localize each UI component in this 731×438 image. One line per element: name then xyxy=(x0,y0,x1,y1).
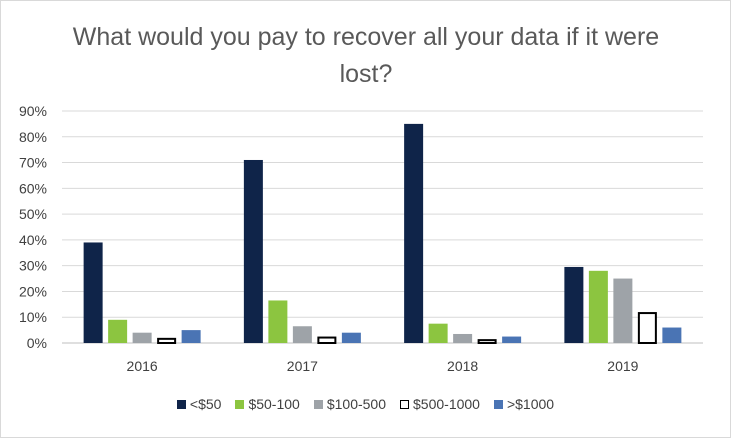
y-axis: 0% 10% 20% 30% 40% 50% 60% 70% 80% 90% xyxy=(19,103,47,351)
chart-title: What would you pay to recover all your d… xyxy=(72,23,660,88)
legend-label: <$50 xyxy=(189,396,222,412)
y-tick-label: 30% xyxy=(19,258,47,274)
y-tick-label: 60% xyxy=(19,180,47,196)
bar-2017-series-2 xyxy=(268,300,288,343)
y-tick-label: 40% xyxy=(19,232,47,248)
bar-2016-series-2 xyxy=(108,319,128,343)
bar-2017-series-3 xyxy=(292,326,312,343)
bar-2016-series-1 xyxy=(83,242,103,343)
bar-2018-series-5 xyxy=(502,336,522,343)
legend-swatch xyxy=(176,399,186,409)
legend-item: $100-500 xyxy=(313,396,387,412)
y-tick-label: 0% xyxy=(27,335,47,351)
legend-item: $50-100 xyxy=(235,396,300,412)
bar-2016-series-3 xyxy=(132,332,152,343)
bar-2019-series-5 xyxy=(662,327,682,343)
y-tick-label: 10% xyxy=(19,309,47,325)
legend-label: $100-500 xyxy=(326,396,387,412)
bar-2018-series-2 xyxy=(428,323,448,343)
x-axis: 2016 2017 2018 2019 xyxy=(127,358,639,374)
bar-2018-series-3 xyxy=(453,333,473,343)
y-tick-label: 70% xyxy=(19,155,47,171)
x-tick-label: 2017 xyxy=(287,358,318,374)
legend-label: >$1000 xyxy=(506,396,555,412)
legend-swatch xyxy=(400,399,410,409)
y-tick-label: 20% xyxy=(19,283,47,299)
x-tick-label: 2016 xyxy=(127,358,158,374)
legend-swatch xyxy=(313,399,323,409)
x-tick-label: 2018 xyxy=(447,358,478,374)
legend-swatch xyxy=(493,399,503,409)
legend: <$50 $50-100 $100-500 $500-1000 >$1000 xyxy=(0,396,731,412)
legend-item: <$50 xyxy=(176,396,222,412)
bars xyxy=(83,123,682,345)
bar-2017-series-1 xyxy=(243,159,263,343)
bar-2019-series-2 xyxy=(588,270,608,343)
bar-2019-series-1 xyxy=(564,266,584,343)
legend-item: $500-1000 xyxy=(400,396,480,412)
legend-item: >$1000 xyxy=(493,396,555,412)
bar-2016-series-4 xyxy=(157,337,177,345)
bar-2016-series-5 xyxy=(181,330,201,343)
x-tick-label: 2019 xyxy=(607,358,638,374)
bar-2017-series-5 xyxy=(341,332,361,343)
bar-2019-series-4 xyxy=(637,312,657,345)
y-tick-label: 90% xyxy=(19,103,47,119)
bar-2018-series-1 xyxy=(404,123,424,343)
y-tick-label: 50% xyxy=(19,206,47,222)
bar-2017-series-4 xyxy=(317,336,337,344)
bar-2018-series-4 xyxy=(477,339,497,344)
y-tick-label: 80% xyxy=(19,129,47,145)
bar-2019-series-3 xyxy=(613,278,633,343)
legend-label: $50-100 xyxy=(248,396,300,412)
legend-swatch xyxy=(235,399,245,409)
legend-label: $500-1000 xyxy=(413,396,480,412)
